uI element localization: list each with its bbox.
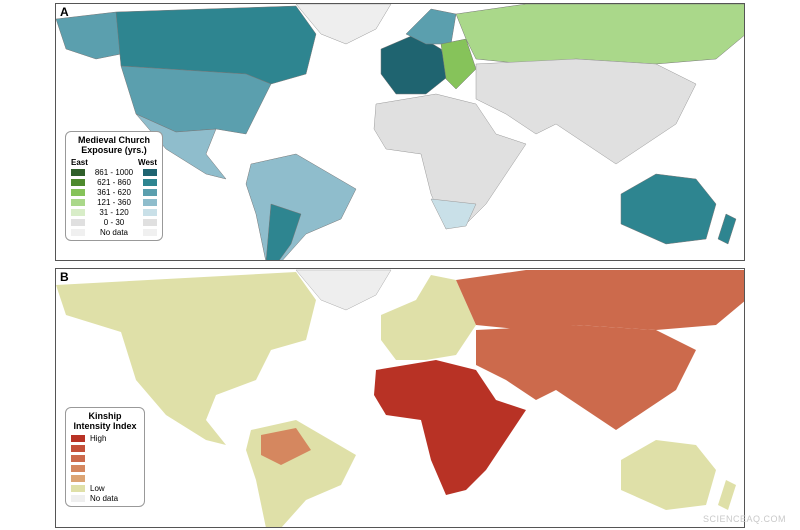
legend-range: 861 - 1000	[94, 167, 134, 177]
region-russia	[456, 270, 744, 330]
legend-church-exposure: Medieval Church Exposure (yrs.) East West…	[65, 131, 163, 241]
legend-swatch-west	[143, 188, 157, 196]
region-eastern-europe	[440, 38, 477, 90]
region-africa	[374, 360, 526, 495]
region-north-america	[56, 272, 316, 445]
legend-swatch-east	[71, 178, 85, 186]
region-asia	[475, 58, 697, 165]
legend-row: 0 - 30	[71, 217, 157, 227]
legend-swatch-east	[71, 168, 85, 176]
region-new-zealand	[717, 213, 737, 245]
legend-row: High	[71, 433, 139, 443]
legend-swatch-west	[143, 168, 157, 176]
legend-swatch-west	[143, 218, 157, 226]
legend-row	[71, 473, 139, 483]
legend-row: 121 - 360	[71, 197, 157, 207]
legend-range: 121 - 360	[97, 197, 131, 207]
map-panel-b: B Kinship Intensity Index High Low No data	[55, 268, 745, 528]
legend-row: 31 - 120	[71, 207, 157, 217]
legend-swatch-east	[71, 228, 85, 236]
region-asia	[476, 325, 696, 430]
legend-swatch	[71, 444, 85, 452]
legend-range: 31 - 120	[99, 207, 129, 217]
legend-row: 861 - 1000	[71, 167, 157, 177]
legend-swatch	[71, 464, 85, 472]
world-map-kinship-intensity	[56, 269, 744, 527]
legend-swatch-east	[71, 208, 85, 216]
legend-range: No data	[99, 227, 129, 237]
legend-west-label: West	[138, 157, 157, 167]
region-mexico	[135, 113, 227, 180]
legend-swatch	[71, 474, 85, 482]
legend-swatch	[71, 454, 85, 462]
region-argentina	[265, 203, 302, 260]
legend-label: No data	[90, 493, 119, 503]
legend-row	[71, 443, 139, 453]
legend-swatch-west	[143, 198, 157, 206]
legend-swatch-west	[143, 208, 157, 216]
legend-swatch	[71, 484, 85, 492]
legend-row: No data	[71, 493, 139, 503]
legend-swatch	[71, 494, 85, 502]
legend-row: No data	[71, 227, 157, 237]
legend-row: 621 - 860	[71, 177, 157, 187]
region-amazon	[261, 428, 311, 465]
legend-row: 361 - 620	[71, 187, 157, 197]
legend-swatch-west	[143, 228, 157, 236]
region-australia	[621, 440, 716, 510]
legend-swatch-east	[71, 218, 85, 226]
legend-swatch-east	[71, 188, 85, 196]
region-alaska	[56, 11, 122, 60]
legend-range: 361 - 620	[97, 187, 131, 197]
region-greenland	[295, 4, 392, 45]
region-russia	[455, 4, 744, 65]
legend-swatch-west	[143, 178, 157, 186]
region-south-america	[245, 153, 357, 260]
legend-row	[71, 453, 139, 463]
legend-title: Medieval Church Exposure (yrs.)	[77, 135, 151, 155]
legend-label: Low	[90, 483, 105, 493]
panel-label: B	[60, 270, 69, 284]
legend-range: 0 - 30	[103, 217, 125, 227]
legend-row: Low	[71, 483, 139, 493]
watermark: SCIENCEAQ.COM	[702, 514, 786, 524]
panel-label: A	[60, 5, 69, 19]
legend-east-label: East	[71, 157, 88, 167]
world-map-church-exposure	[56, 4, 744, 260]
legend-label: High	[90, 433, 107, 443]
legend-swatch-east	[71, 198, 85, 206]
region-africa	[373, 93, 527, 230]
region-greenland	[295, 269, 392, 311]
legend-swatch	[71, 434, 85, 442]
region-new-zealand	[718, 480, 736, 510]
legend-range: 621 - 860	[97, 177, 131, 187]
region-south-africa	[430, 198, 477, 230]
region-australia	[620, 173, 717, 245]
region-usa	[120, 65, 272, 135]
legend-kinship-intensity: Kinship Intensity Index High Low No data	[65, 407, 145, 507]
region-europe	[381, 275, 476, 360]
map-panel-a: A Medieval Church Exposure (yrs.) East We…	[55, 3, 745, 261]
legend-title: Kinship Intensity Index	[73, 411, 137, 431]
region-scandinavia	[405, 8, 457, 45]
legend-row	[71, 463, 139, 473]
